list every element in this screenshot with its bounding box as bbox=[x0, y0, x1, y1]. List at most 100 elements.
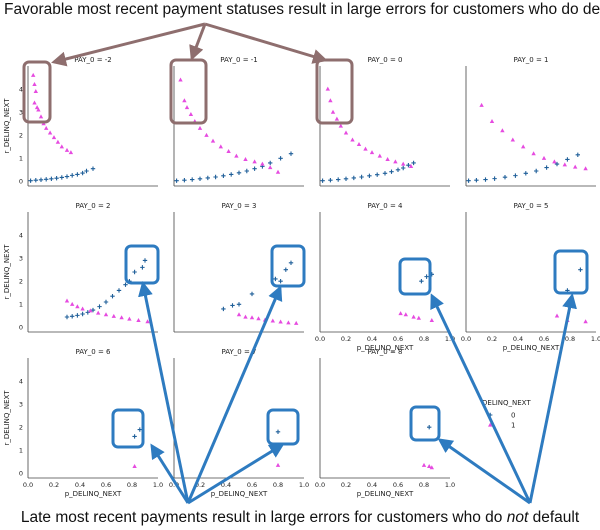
panel-title: PAY_0 = 1 bbox=[513, 56, 548, 64]
point-class-0 bbox=[132, 434, 137, 439]
x-tick-label: 0.6 bbox=[101, 481, 111, 489]
point-class-1 bbox=[55, 139, 61, 144]
point-class-1 bbox=[416, 315, 421, 320]
point-class-1 bbox=[356, 142, 362, 147]
point-class-1 bbox=[541, 155, 547, 160]
point-class-0 bbox=[278, 156, 283, 161]
point-class-0 bbox=[502, 175, 508, 180]
x-tick-label: 0.0 bbox=[23, 481, 33, 489]
point-class-1 bbox=[226, 148, 231, 153]
x-tick-label: 0.4 bbox=[221, 481, 231, 489]
point-class-0 bbox=[197, 176, 203, 182]
point-class-1 bbox=[88, 308, 93, 313]
point-class-1 bbox=[286, 320, 291, 325]
point-class-0 bbox=[554, 161, 560, 167]
point-class-1 bbox=[334, 116, 340, 121]
point-class-0 bbox=[466, 178, 471, 183]
point-class-1 bbox=[64, 298, 70, 303]
point-class-1 bbox=[350, 137, 355, 142]
arrow-blue-3 bbox=[150, 443, 190, 504]
point-class-1 bbox=[260, 161, 265, 166]
point-class-1 bbox=[188, 112, 194, 117]
point-class-1 bbox=[479, 102, 484, 107]
point-class-0 bbox=[142, 258, 148, 263]
bottom-caption-emphasis: not bbox=[506, 509, 529, 526]
panel-title: PAY_0 = -2 bbox=[74, 56, 112, 64]
point-class-1 bbox=[403, 312, 408, 317]
x-tick-label: 0.2 bbox=[195, 481, 205, 489]
point-class-0 bbox=[64, 314, 70, 320]
point-class-0 bbox=[110, 294, 115, 299]
x-axis-label: p_DELINQ_NEXT bbox=[503, 344, 560, 352]
y-tick-label: 0 bbox=[19, 470, 23, 478]
point-class-1 bbox=[385, 157, 390, 162]
point-class-0 bbox=[492, 176, 497, 181]
point-class-0 bbox=[419, 279, 424, 284]
x-tick-label: 1.0 bbox=[591, 335, 600, 343]
point-class-1 bbox=[531, 151, 536, 156]
y-tick-label: 2 bbox=[19, 278, 23, 286]
y-tick-label: 2 bbox=[19, 424, 23, 432]
panel-10: PAY_0 = 7 0.0 0.2 0.4 0.6 0.8 1.0 p_DELINQ_NEXT bbox=[169, 348, 309, 498]
point-class-1 bbox=[119, 315, 124, 320]
point-class-0 bbox=[137, 427, 142, 432]
point-class-1 bbox=[256, 316, 261, 321]
point-class-1 bbox=[32, 100, 37, 105]
panel-11: PAY_0 = 8 0.0 0.2 0.4 0.6 0.8 1.0 p_DELINQ_NEXT bbox=[315, 348, 455, 498]
highlight-box-blue-2 bbox=[270, 244, 306, 288]
point-class-1 bbox=[377, 153, 382, 158]
point-class-0 bbox=[84, 168, 89, 174]
y-tick-label: 1 bbox=[19, 155, 23, 163]
point-class-1 bbox=[275, 462, 281, 467]
panel-title: PAY_0 = 4 bbox=[367, 202, 403, 210]
point-class-0 bbox=[252, 166, 257, 171]
x-tick-label: 0.2 bbox=[49, 481, 59, 489]
point-class-0 bbox=[401, 165, 406, 171]
point-class-0 bbox=[565, 157, 570, 162]
legend-title: DELINQ_NEXT bbox=[482, 399, 531, 407]
point-class-0 bbox=[123, 282, 128, 287]
point-class-1 bbox=[393, 159, 398, 164]
point-class-1 bbox=[294, 320, 299, 325]
point-class-0 bbox=[513, 173, 518, 178]
point-class-1 bbox=[184, 105, 190, 110]
point-class-1 bbox=[408, 163, 414, 168]
y-axis-label: r_DELINQ_NEXT bbox=[3, 98, 11, 154]
point-class-1 bbox=[236, 312, 242, 317]
point-class-0 bbox=[205, 175, 210, 181]
point-class-0 bbox=[221, 173, 226, 179]
point-class-1 bbox=[275, 169, 281, 174]
point-class-0 bbox=[116, 288, 122, 293]
point-class-1 bbox=[70, 301, 75, 306]
bottom-caption-part-2: default bbox=[528, 509, 580, 526]
point-class-1 bbox=[421, 462, 427, 467]
point-class-0 bbox=[343, 176, 349, 182]
point-class-0 bbox=[249, 291, 255, 297]
point-class-1 bbox=[489, 118, 495, 123]
y-tick-label: 4 bbox=[19, 231, 23, 239]
point-class-1 bbox=[252, 159, 257, 164]
point-class-0 bbox=[90, 307, 96, 313]
panel-1: PAY_0 = -2 0 1 2 3 4 r_DELINQ_NEXT bbox=[3, 56, 158, 187]
legend-label-0: 0 bbox=[511, 412, 515, 420]
point-class-0 bbox=[33, 178, 38, 183]
point-class-0 bbox=[523, 171, 528, 176]
point-class-1 bbox=[427, 464, 432, 469]
highlight-box-blue-7 bbox=[409, 405, 441, 442]
point-class-1 bbox=[330, 109, 336, 114]
x-tick-label: 0.6 bbox=[539, 335, 549, 343]
highlight-box-blue-4 bbox=[553, 249, 589, 295]
panel-title: PAY_0 = 5 bbox=[513, 202, 548, 210]
point-class-1 bbox=[136, 318, 141, 323]
x-tick-label: 0.8 bbox=[565, 335, 575, 343]
point-class-0 bbox=[75, 313, 80, 318]
panel-4: PAY_0 = 1 bbox=[465, 56, 596, 187]
point-class-1 bbox=[363, 146, 368, 151]
point-class-0 bbox=[375, 172, 380, 177]
y-tick-label: 3 bbox=[19, 400, 23, 408]
point-class-1 bbox=[521, 144, 526, 149]
point-class-0 bbox=[268, 160, 273, 166]
panel-title: PAY_0 = 7 bbox=[221, 348, 256, 356]
point-class-1 bbox=[31, 72, 36, 77]
point-class-1 bbox=[111, 313, 116, 318]
